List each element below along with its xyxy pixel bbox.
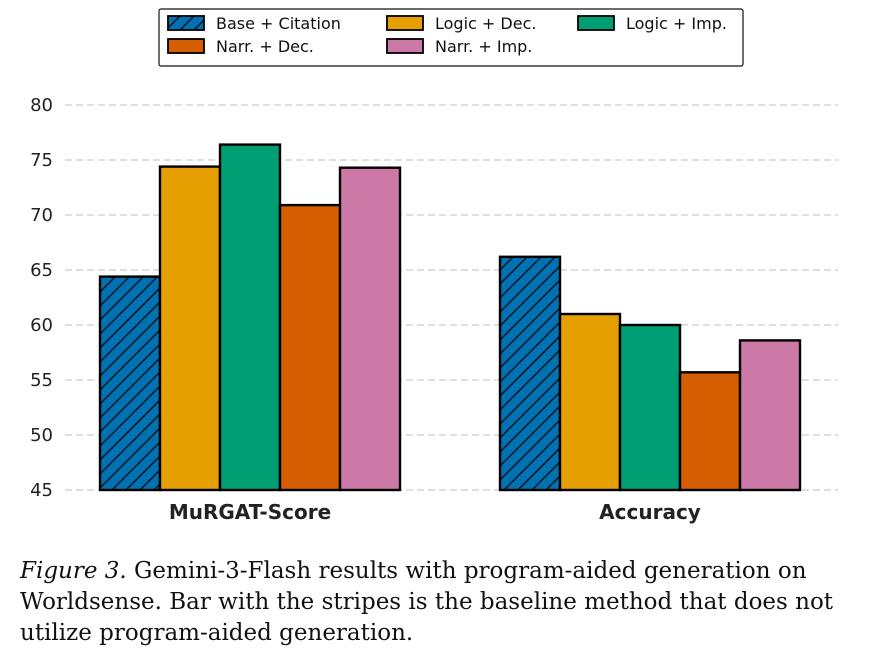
y-tick-label: 80	[30, 95, 53, 116]
legend-swatch	[167, 38, 205, 54]
legend-swatch	[386, 15, 424, 31]
y-axis-ticks: 45 50 55 60 65 70 75 80	[30, 95, 53, 501]
legend-swatch	[167, 15, 205, 31]
figure-caption: Figure 3. Gemini-3-Flash results with pr…	[20, 556, 855, 649]
caption-label: Figure 3.	[20, 558, 127, 584]
category-label: MuRGAT-Score	[169, 500, 331, 524]
category-labels: MuRGAT-Score Accuracy	[169, 500, 701, 524]
bar	[738, 339, 802, 492]
bars	[98, 143, 802, 492]
y-tick-label: 45	[30, 480, 53, 501]
bar	[158, 165, 222, 492]
legend-label: Narr. + Dec.	[216, 37, 314, 56]
bar-chart: 45 50 55 60 65 70 75 80 MuRGAT-Score Accuracy Ba…	[30, 8, 838, 524]
bar	[498, 255, 562, 492]
legend-label: Narr. + Imp.	[435, 37, 532, 56]
y-tick-label: 60	[30, 315, 53, 336]
y-tick-label: 75	[30, 150, 53, 171]
y-tick-label: 50	[30, 425, 53, 446]
legend: Base + Citation Logic + Dec. Logic + Imp. N…	[158, 8, 744, 67]
y-tick-label: 55	[30, 370, 53, 391]
bar	[278, 203, 342, 492]
legend-label: Logic + Dec.	[435, 14, 536, 33]
caption-text: Gemini-3-Flash results with program-aide…	[20, 558, 834, 646]
category-label: Accuracy	[599, 500, 701, 524]
legend-swatch	[386, 38, 424, 54]
bar	[678, 371, 742, 492]
legend-label: Base + Citation	[216, 14, 341, 33]
legend-label: Logic + Imp.	[626, 14, 727, 33]
bar	[98, 275, 162, 492]
bar	[338, 166, 402, 492]
bar	[558, 312, 622, 492]
bar	[618, 323, 682, 492]
y-tick-label: 70	[30, 205, 53, 226]
bar	[218, 143, 282, 492]
y-tick-label: 65	[30, 260, 53, 281]
legend-swatch	[577, 15, 615, 31]
